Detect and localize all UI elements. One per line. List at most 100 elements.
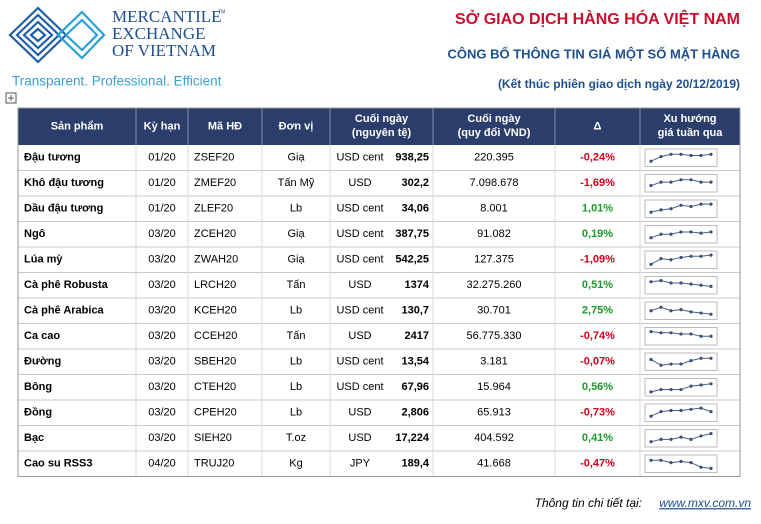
- cell: Đường: [24, 356, 61, 368]
- sparkline-point: [709, 253, 713, 257]
- sparkline-box: [644, 378, 718, 397]
- sparkline-point: [669, 152, 673, 156]
- cell: USD cent: [336, 305, 383, 317]
- cell: USD: [348, 279, 371, 291]
- column-header: Cuối ngày: [355, 113, 409, 125]
- sparkline-box: [644, 250, 718, 269]
- logo-tm: TM: [218, 9, 225, 15]
- sparkline-point: [689, 254, 693, 258]
- sparkline-box: [644, 174, 718, 193]
- sparkline-box: [644, 403, 718, 422]
- cell: Khô đậu tương: [24, 177, 104, 189]
- sparkline-point: [679, 308, 683, 312]
- date: (Kết thúc phiên giao dịch ngày 20/12/201…: [498, 77, 740, 91]
- cell: 1374: [405, 279, 430, 291]
- sparkline-point: [659, 279, 663, 283]
- sparkline-point: [649, 390, 653, 394]
- cell: 1,01%: [582, 203, 613, 215]
- cell: JPY: [350, 458, 371, 470]
- cell: 01/20: [148, 152, 176, 164]
- cell: 03/20: [148, 279, 176, 291]
- cell: 189,4: [401, 458, 429, 470]
- cell: -0,24%: [580, 152, 615, 164]
- cell: -0,74%: [580, 330, 615, 342]
- sparkline-point: [679, 281, 683, 285]
- cell: ZLEF20: [194, 203, 233, 215]
- cell: 0,19%: [582, 228, 613, 240]
- sparkline-point: [709, 284, 713, 288]
- sparkline-point: [689, 407, 693, 411]
- cell: USD: [348, 330, 371, 342]
- cell: 56.775.330: [466, 330, 521, 342]
- sparkline-point: [709, 410, 713, 414]
- cell: 130,7: [401, 305, 429, 317]
- logo-mark: [8, 6, 106, 64]
- cell: Lb: [290, 381, 302, 393]
- sparkline-point: [669, 461, 673, 465]
- cell: 2417: [405, 330, 429, 342]
- cell: Tấn: [287, 330, 306, 342]
- cell: USD: [348, 432, 371, 444]
- sparkline-point: [709, 230, 713, 234]
- logo-text: EXCHANGE: [112, 24, 206, 43]
- cell: Đồng: [24, 407, 52, 419]
- cell: 91.082: [477, 228, 511, 240]
- cell: Lb: [290, 305, 302, 317]
- sparkline-point: [649, 330, 653, 334]
- cell: 03/20: [148, 381, 176, 393]
- cell: -0,07%: [580, 356, 615, 368]
- sparkline-point: [699, 283, 703, 287]
- sparkline-point: [649, 414, 653, 418]
- sparkline-point: [649, 280, 653, 284]
- sparkline-point: [649, 309, 653, 313]
- cell: Giạ: [287, 228, 305, 240]
- sparkline-point: [689, 461, 693, 465]
- sparkline-point: [699, 465, 703, 469]
- cell: Giạ: [287, 152, 305, 164]
- cell: 41.668: [477, 458, 511, 470]
- sparkline-point: [659, 458, 663, 462]
- cell: -1,69%: [580, 177, 615, 189]
- sparkline-point: [689, 153, 693, 158]
- column-header: Sản phẩm: [51, 120, 104, 132]
- tagline: Transparent. Professional. Efficient: [12, 74, 222, 89]
- sparkline-point: [669, 387, 673, 392]
- sparkline-point: [709, 312, 713, 316]
- sparkline-point: [669, 437, 673, 441]
- cell: 13,54: [401, 356, 429, 368]
- sparkline-point: [649, 357, 653, 362]
- sparkline-point: [649, 236, 653, 240]
- cell: ZCEH20: [194, 228, 236, 240]
- cell: USD: [348, 407, 371, 419]
- cell: TRUJ20: [194, 458, 234, 470]
- sparkline-point: [659, 257, 663, 261]
- cell: USD cent: [336, 152, 383, 164]
- cell: LRCH20: [194, 279, 236, 291]
- sparkline-point: [709, 180, 713, 184]
- sparkline-point: [699, 254, 703, 258]
- sparkline-point: [669, 258, 673, 262]
- cell: Kg: [289, 458, 302, 470]
- move-icon: [5, 92, 17, 104]
- footer-url[interactable]: www.mxv.com.vn: [659, 496, 751, 510]
- cell: CTEH20: [194, 381, 236, 393]
- cell: USD cent: [336, 356, 383, 368]
- cell: Cao su RSS3: [24, 458, 92, 470]
- sparkline-point: [669, 362, 673, 366]
- sparkline-box: [644, 199, 718, 218]
- sparkline-box: [644, 327, 718, 346]
- cell: CCEH20: [194, 330, 237, 342]
- subtitle: CÔNG BỐ THÔNG TIN GIÁ MỘT SỐ MẶT HÀNG: [448, 46, 741, 61]
- cell: CPEH20: [194, 407, 237, 419]
- column-header: (nguyên tệ): [352, 127, 412, 139]
- sparkline-point: [699, 311, 703, 315]
- sparkline-box: [644, 276, 718, 295]
- cell: SBEH20: [194, 356, 236, 368]
- cell: USD cent: [336, 254, 383, 266]
- cell: 127.375: [474, 254, 514, 266]
- sparkline-point: [649, 458, 653, 462]
- sparkline-point: [659, 437, 663, 441]
- cell: Tấn: [287, 279, 306, 291]
- cell: 2,75%: [582, 305, 613, 317]
